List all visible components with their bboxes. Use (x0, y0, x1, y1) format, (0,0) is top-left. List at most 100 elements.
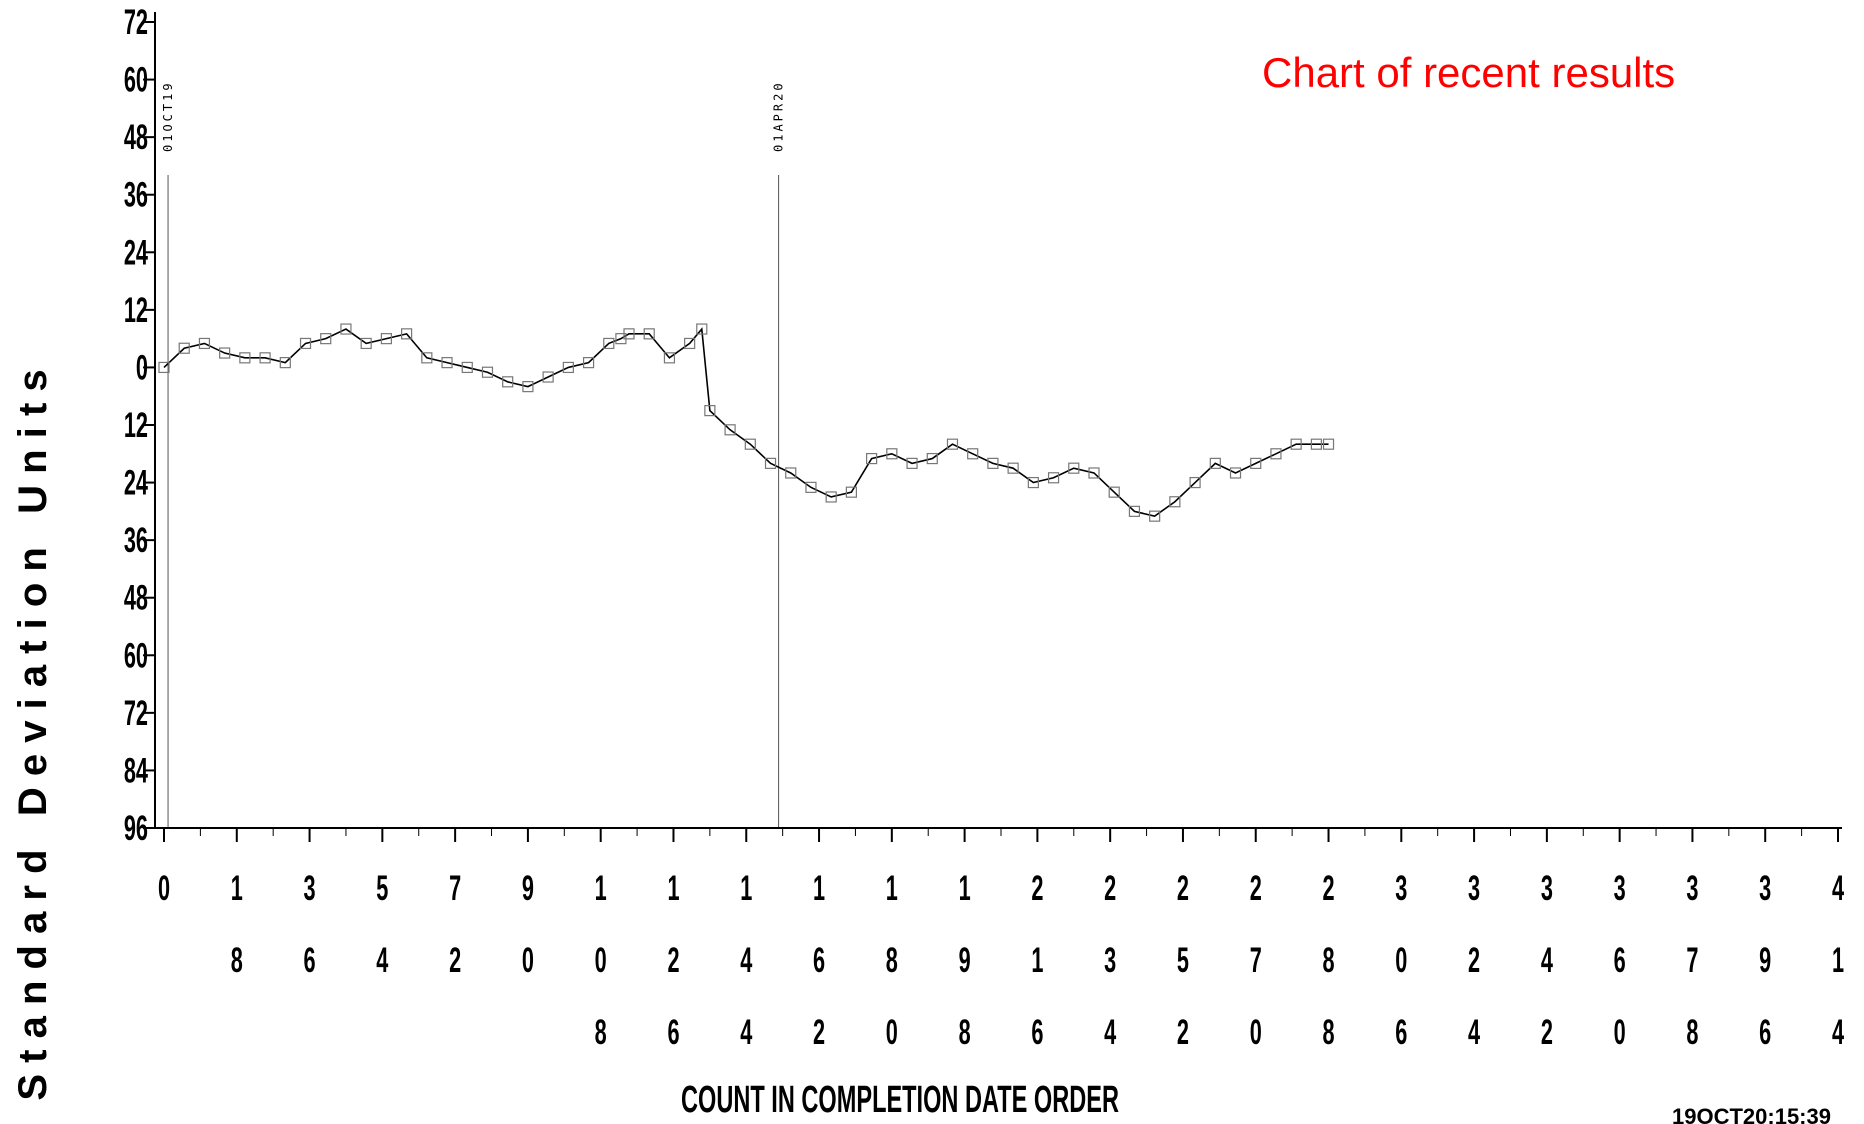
data-point-marker (1310, 438, 1322, 450)
data-point-marker (1169, 496, 1181, 508)
data-point-marker (1229, 467, 1242, 479)
y-tick-label: 0 (136, 349, 148, 387)
chart-title: Chart of recent results (1262, 49, 1675, 96)
data-point-marker (805, 481, 817, 493)
data-point-marker (1108, 486, 1120, 498)
data-point-marker (825, 491, 837, 503)
data-point-marker (704, 405, 716, 417)
data-point-marker (1047, 472, 1060, 484)
footer-timestamp: 19OCT20:15:39 (1672, 1104, 1831, 1124)
data-point-marker (785, 467, 797, 479)
data-point-marker (1322, 438, 1335, 450)
data-point-marker (623, 328, 635, 340)
data-point-marker (886, 448, 898, 460)
y-tick-label: 48 (124, 119, 148, 157)
data-point-marker (845, 486, 857, 498)
data-point-marker (562, 361, 574, 374)
x-axis-label: COUNT IN COMPLETION DATE ORDER (681, 1077, 1119, 1120)
data-point-marker (1027, 476, 1039, 489)
data-point-marker (178, 342, 190, 354)
series-group (158, 323, 1335, 522)
data-point-marker (340, 323, 352, 335)
y-ticks: 72 60 48 36 24 12 0 12 24 36 48 60 72 84 96 (124, 4, 155, 848)
data-point-marker (866, 452, 878, 465)
data-point-marker (502, 376, 514, 388)
reference-line-label: 01APR20 (772, 80, 786, 152)
data-point-marker (987, 457, 999, 469)
y-tick-label: 60 (124, 637, 148, 675)
data-point-marker (239, 352, 251, 364)
data-point-marker (582, 357, 595, 369)
y-tick-label: 96 (124, 810, 148, 848)
data-point-marker (1149, 510, 1161, 522)
data-point-marker (643, 328, 655, 340)
data-point-marker (401, 328, 413, 340)
y-tick-label: 12 (124, 407, 148, 445)
y-tick-label: 72 (124, 695, 148, 733)
data-point-marker (380, 333, 392, 345)
data-point-marker (158, 361, 170, 374)
data-point-marker (724, 424, 736, 436)
data-point-marker (744, 438, 756, 450)
data-point-marker (1209, 457, 1221, 469)
reference-lines: 01OCT19 01APR20 (161, 80, 786, 828)
data-point-marker (684, 337, 696, 350)
data-point-marker (1189, 476, 1201, 489)
y-tick-label: 48 (124, 580, 148, 618)
data-point-marker (1007, 462, 1019, 474)
data-point-marker (946, 438, 959, 450)
data-point-marker (764, 457, 777, 469)
data-point-marker (1290, 438, 1302, 450)
data-point-marker (441, 357, 453, 369)
data-point-marker (259, 352, 271, 364)
y-tick-label: 72 (124, 4, 148, 42)
axes (154, 12, 1842, 829)
x-ticks: 0 1 8 3 6 5 4 7 2 9 0 1 0 8 1 2 6 1 4 4 1 6 2 1 8 0 1 9 8 2 1 6 2 3 4 2 5 2 2 7… (158, 828, 1845, 1052)
y-axis-label: S t a n d a r d D e v i a t i o n U n i … (11, 369, 55, 1100)
data-point-marker (219, 347, 231, 359)
data-point-marker (696, 323, 708, 335)
data-point-marker (198, 337, 211, 350)
series-line (163, 327, 1329, 518)
data-point-marker (299, 337, 312, 350)
data-point-marker (1270, 448, 1282, 460)
y-tick-label: 24 (124, 234, 149, 272)
data-point-marker (320, 333, 332, 345)
y-tick-label: 12 (124, 292, 148, 330)
data-point-marker (926, 452, 938, 465)
x-tick-label: 0 (158, 870, 170, 908)
data-point-marker (279, 357, 291, 369)
data-point-marker (421, 352, 433, 364)
data-point-marker (1250, 457, 1262, 469)
y-tick-label: 36 (124, 522, 148, 560)
y-tick-label: 84 (124, 752, 149, 790)
data-point-marker (1068, 462, 1080, 474)
data-point-marker (1128, 505, 1141, 517)
data-point-marker (481, 366, 494, 378)
data-point-marker (360, 337, 372, 350)
data-point-marker (1088, 467, 1100, 479)
data-point-marker (663, 352, 676, 364)
y-tick-label: 36 (124, 177, 148, 215)
data-point-marker (542, 371, 554, 383)
